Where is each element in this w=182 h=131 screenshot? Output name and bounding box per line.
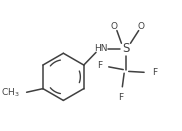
Text: O: O [111,21,118,31]
Text: O: O [138,21,145,31]
Text: F: F [97,61,102,70]
Text: F: F [152,68,157,77]
Text: F: F [118,93,123,102]
Text: CH$_3$: CH$_3$ [1,86,19,99]
Text: S: S [122,42,130,55]
Text: HN: HN [94,44,107,53]
